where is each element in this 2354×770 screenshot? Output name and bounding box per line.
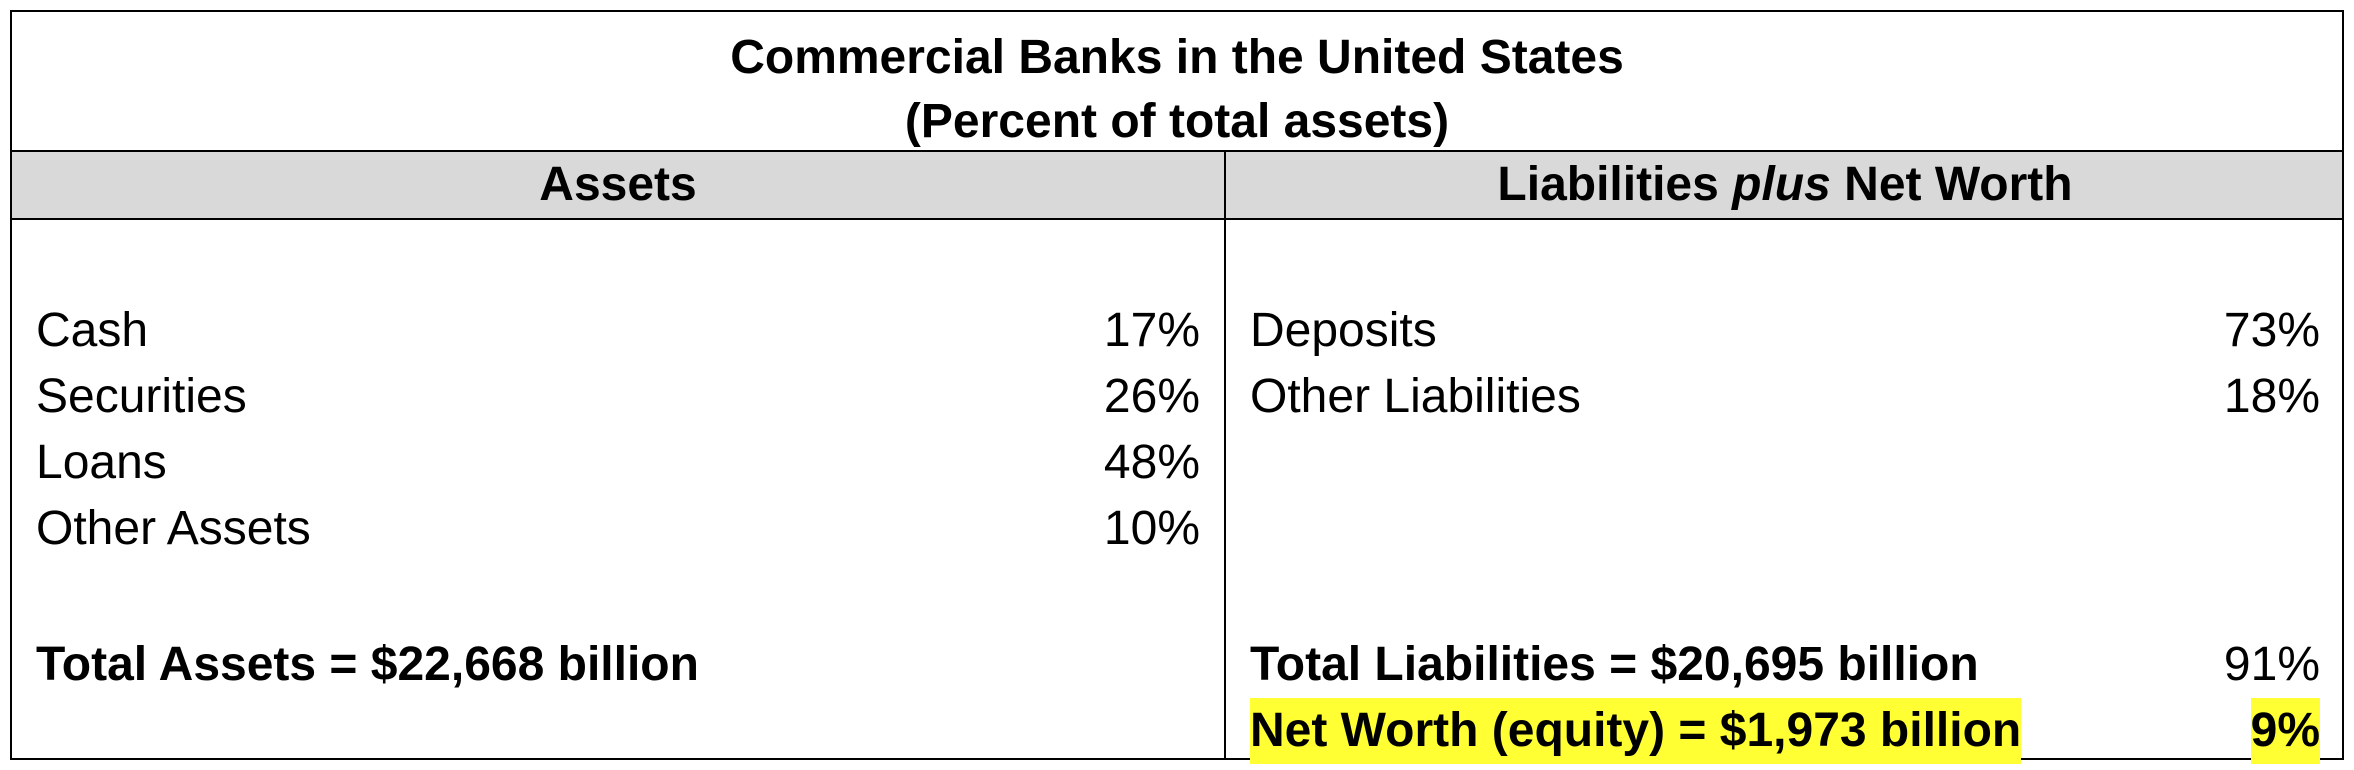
assets-header: Assets (539, 158, 697, 211)
column-divider (1224, 150, 1226, 760)
net-worth-value: 9% (2250, 698, 2320, 764)
title-line-2: (Percent of total assets) (904, 95, 1450, 148)
liability-value: 73% (2223, 304, 2320, 357)
liabilities-header: Liabilities plus Net Worth (1226, 152, 2344, 218)
asset-value: 10% (1103, 502, 1200, 555)
total-liabilities-label: Total Liabilities = $20,695 billion (1250, 638, 1979, 691)
asset-label: Loans (36, 436, 167, 489)
asset-label: Cash (36, 304, 149, 357)
list-item: Deposits 73% (1226, 298, 2344, 364)
list-item: Other Liabilities 18% (1226, 364, 2344, 430)
asset-value: 48% (1103, 436, 1200, 489)
liabilities-header-suffix: Net Worth (1830, 158, 2073, 211)
asset-label: Other Assets (36, 502, 311, 555)
total-assets-row: Total Assets = $22,668 billion (12, 632, 1224, 698)
liability-label: Other Liabilities (1250, 370, 1581, 423)
liability-value: 18% (2223, 370, 2320, 423)
asset-value: 26% (1103, 370, 1200, 423)
column-header-row: Assets Liabilities plus Net Worth (12, 150, 2342, 220)
total-assets-label: Total Assets = $22,668 billion (36, 638, 699, 691)
title-line-1: Commercial Banks in the United States (730, 31, 1624, 84)
asset-value: 17% (1103, 304, 1200, 357)
table-title: Commercial Banks in the United States (P… (12, 12, 2342, 150)
list-item: Securities 26% (12, 364, 1224, 430)
total-liabilities-row: Total Liabilities = $20,695 billion 91% (1226, 632, 2344, 698)
liabilities-header-prefix: Liabilities (1497, 158, 1733, 211)
list-item: Loans 48% (12, 430, 1224, 496)
list-item: Cash 17% (12, 298, 1224, 364)
net-worth-label: Net Worth (equity) = $1,973 billion (1250, 698, 2022, 764)
net-worth-row: Net Worth (equity) = $1,973 billion 9% (1226, 698, 2344, 764)
total-liabilities-value: 91% (2223, 638, 2320, 691)
balance-sheet-table: Commercial Banks in the United States (P… (10, 10, 2344, 764)
liability-label: Deposits (1250, 304, 1437, 357)
list-item: Other Assets 10% (12, 496, 1224, 562)
liabilities-header-italic: plus (1732, 158, 1831, 211)
asset-label: Securities (36, 370, 247, 423)
